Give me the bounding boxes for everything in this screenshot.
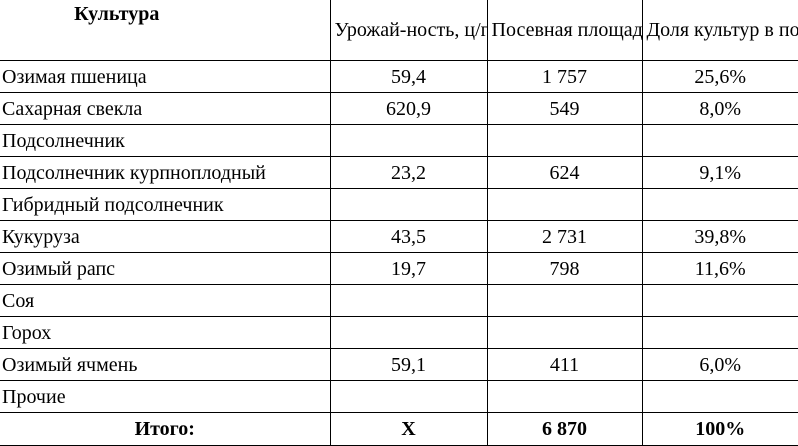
share-cell: 11,6% [642, 253, 798, 285]
header-area-text: Посевная площадь, га [492, 19, 643, 41]
yield-cell: 23,2 [330, 157, 487, 189]
total-row: Итого: Х 6 870 100% [0, 413, 798, 446]
header-yield: Урожай-ность, ц/га [330, 0, 487, 61]
area-cell [487, 189, 642, 221]
share-cell: 8,0% [642, 93, 798, 125]
crop-name-cell: Озимый рапс [0, 253, 330, 285]
yield-cell [330, 381, 487, 413]
table-row: Подсолнечник [0, 125, 798, 157]
crop-name-cell: Прочие [0, 381, 330, 413]
area-cell [487, 381, 642, 413]
crop-name-cell: Кукуруза [0, 221, 330, 253]
crop-name-cell: Сахарная свекла [0, 93, 330, 125]
crop-name-cell: Озимая пшеница [0, 61, 330, 93]
area-cell: 624 [487, 157, 642, 189]
table-row: Горох [0, 317, 798, 349]
yield-cell [330, 285, 487, 317]
yield-cell: 620,9 [330, 93, 487, 125]
yield-cell: 43,5 [330, 221, 487, 253]
area-cell [487, 125, 642, 157]
area-cell: 798 [487, 253, 642, 285]
total-share: 100% [642, 413, 798, 446]
share-cell: 39,8% [642, 221, 798, 253]
crop-name-cell: Подсолнечник курпноплодный [0, 157, 330, 189]
crop-name-cell: Соя [0, 285, 330, 317]
yield-cell: 59,1 [330, 349, 487, 381]
area-cell: 1 757 [487, 61, 642, 93]
share-cell [642, 381, 798, 413]
share-cell [642, 125, 798, 157]
area-cell [487, 317, 642, 349]
table-row: Прочие [0, 381, 798, 413]
share-cell [642, 317, 798, 349]
yield-cell: 19,7 [330, 253, 487, 285]
header-row: Культура Урожай-ность, ц/га Посевная пло… [0, 0, 798, 61]
header-culture: Культура [0, 0, 330, 61]
area-cell: 2 731 [487, 221, 642, 253]
total-label: Итого: [0, 413, 330, 446]
table-footer: Итого: Х 6 870 100% [0, 413, 798, 446]
share-cell [642, 189, 798, 221]
area-cell: 549 [487, 93, 642, 125]
header-area: Посевная площадь, га [487, 0, 642, 61]
crop-name-cell: Подсолнечник [0, 125, 330, 157]
area-cell [487, 285, 642, 317]
crop-name-cell: Горох [0, 317, 330, 349]
total-area: 6 870 [487, 413, 642, 446]
yield-cell [330, 125, 487, 157]
yield-cell [330, 317, 487, 349]
table-row: Соя [0, 285, 798, 317]
total-yield: Х [330, 413, 487, 446]
header-yield-text: Урожай-ность, ц/га [335, 19, 488, 41]
table-row: Гибридный подсолнечник [0, 189, 798, 221]
yield-cell: 59,4 [330, 61, 487, 93]
header-share-text: Доля культур в посевах, % [647, 19, 798, 41]
share-cell: 9,1% [642, 157, 798, 189]
crop-name-cell: Озимый ячмень [0, 349, 330, 381]
table-header: Культура Урожай-ность, ц/га Посевная пло… [0, 0, 798, 61]
share-cell: 25,6% [642, 61, 798, 93]
yield-cell [330, 189, 487, 221]
share-cell: 6,0% [642, 349, 798, 381]
header-share: Доля культур в посевах, % [642, 0, 798, 61]
crop-name-cell: Гибридный подсолнечник [0, 189, 330, 221]
share-cell [642, 285, 798, 317]
area-cell: 411 [487, 349, 642, 381]
